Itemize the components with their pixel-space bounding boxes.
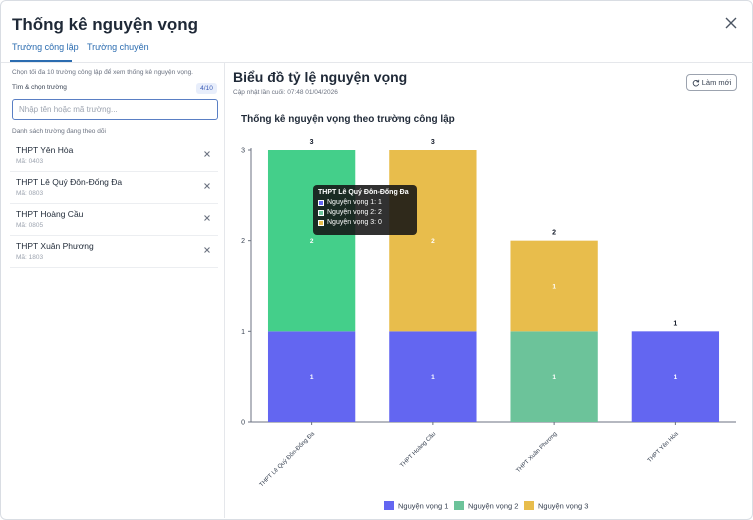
- segment-label: 1: [310, 374, 314, 381]
- legend-swatch: [524, 501, 534, 510]
- bar-segment: [267, 331, 356, 422]
- segment-label: 1: [431, 374, 435, 381]
- school-selector-panel: Chọn tối đa 10 trường công lập để xem th…: [1, 63, 225, 518]
- segment-label: 2: [310, 238, 314, 245]
- modal-title: Thống kê nguyện vọng: [12, 15, 199, 34]
- tab-public-schools[interactable]: Trường công lập: [12, 42, 79, 52]
- selector-hint: Chọn tối đa 10 trường công lập để xem th…: [12, 69, 193, 76]
- school-code: Mã: 1803: [16, 254, 44, 261]
- tab-bar: Trường công lập Trường chuyên: [1, 39, 753, 63]
- tooltip-swatch: [318, 200, 324, 206]
- list-item[interactable]: THPT Hoàng Cầu Mã: 0805: [10, 204, 218, 236]
- bar-segment: [389, 331, 477, 422]
- refresh-button[interactable]: Làm mới: [686, 74, 737, 91]
- stacked-bar-chart: 0 1 2 3 1 2 3 THPT Lê Quý Đôn-Đống Đa 1 2 3 THPT Ho…: [241, 139, 736, 511]
- y-tick-label: 1: [241, 329, 245, 336]
- selected-count-badge: 4/10: [196, 83, 217, 94]
- school-code: Mã: 0403: [16, 158, 44, 165]
- legend-label: Nguyện vọng 3: [538, 502, 588, 511]
- tooltip-row-text: Nguyện vọng 1: 1: [327, 199, 382, 206]
- legend-swatch: [454, 501, 464, 510]
- chart-panel-title: Biểu đồ tỷ lệ nguyện vọng: [233, 69, 408, 85]
- school-name: THPT Xuân Phương: [16, 241, 94, 251]
- x-tick-label: THPT Hoàng Cầu: [399, 431, 437, 469]
- active-tab-indicator: [10, 60, 72, 62]
- tracked-school-list: THPT Yên Hòa Mã: 0403 THPT Lê Quý Đôn-Đố…: [10, 140, 218, 268]
- remove-icon[interactable]: [202, 245, 212, 255]
- segment-label: 1: [674, 374, 678, 381]
- y-tick-label: 3: [241, 148, 245, 155]
- bar-total-label: 3: [431, 139, 435, 146]
- school-search-input[interactable]: [12, 99, 218, 120]
- bar-segment: [389, 150, 477, 332]
- school-name: THPT Hoàng Cầu: [16, 209, 84, 219]
- y-tick-label: 0: [241, 420, 245, 427]
- tooltip-row-text: Nguyện vọng 2: 2: [327, 209, 382, 216]
- legend-label: Nguyện vọng 2: [468, 502, 518, 511]
- tooltip-swatch: [318, 220, 324, 226]
- list-item[interactable]: THPT Xuân Phương Mã: 1803: [10, 236, 218, 268]
- school-name: THPT Yên Hòa: [16, 145, 74, 155]
- list-item[interactable]: THPT Lê Quý Đôn-Đống Đa Mã: 0803: [10, 172, 218, 204]
- tracked-list-label: Danh sách trường đang theo dõi: [12, 128, 106, 135]
- chart-tooltip: THPT Lê Quý Đôn-Đống Đa Nguyện vọng 1: 1…: [313, 185, 417, 235]
- remove-icon[interactable]: [202, 181, 212, 191]
- last-updated-text: Cập nhật lần cuối: 07:48 01/04/2026: [233, 89, 338, 96]
- x-tick-label: THPT Lê Quý Đôn-Đống Đa: [259, 431, 317, 489]
- remove-icon[interactable]: [202, 213, 212, 223]
- tooltip-title: THPT Lê Quý Đôn-Đống Đa: [318, 189, 409, 196]
- segment-label: 2: [431, 238, 435, 245]
- school-code: Mã: 0803: [16, 190, 44, 197]
- x-tick-label: THPT Yên Hòa: [647, 431, 680, 464]
- segment-label: 1: [552, 284, 556, 291]
- bar-segment: [510, 331, 598, 422]
- tooltip-row: Nguyện vọng 2: 2: [318, 208, 412, 218]
- bar-total-label: 2: [552, 230, 556, 237]
- legend-swatch: [384, 501, 394, 510]
- close-icon[interactable]: [723, 15, 739, 31]
- chart-subtitle: Thống kê nguyện vọng theo trường công lậ…: [241, 114, 455, 125]
- refresh-icon: [692, 79, 699, 86]
- school-name: THPT Lê Quý Đôn-Đống Đa: [16, 177, 123, 187]
- search-label: Tìm & chọn trường: [12, 84, 67, 91]
- tooltip-row-text: Nguyện vọng 3: 0: [327, 219, 382, 226]
- bar-total-label: 1: [673, 320, 677, 327]
- bar-segment: [631, 331, 720, 422]
- legend-label: Nguyện vọng 1: [398, 502, 448, 511]
- segment-label: 1: [552, 374, 556, 381]
- x-tick-label: THPT Xuân Phương: [515, 431, 558, 474]
- tab-specialized-schools[interactable]: Trường chuyên: [87, 42, 149, 52]
- tooltip-row: Nguyện vọng 1: 1: [318, 198, 412, 208]
- tooltip-row: Nguyện vọng 3: 0: [318, 218, 412, 228]
- bar-total-label: 3: [310, 139, 314, 146]
- remove-icon[interactable]: [202, 149, 212, 159]
- list-item[interactable]: THPT Yên Hòa Mã: 0403: [10, 140, 218, 172]
- refresh-label: Làm mới: [701, 78, 732, 87]
- school-code: Mã: 0805: [16, 222, 44, 229]
- bar-segment: [510, 240, 598, 332]
- bar-segment: [267, 150, 356, 332]
- y-tick-label: 2: [241, 238, 245, 245]
- tooltip-swatch: [318, 210, 324, 216]
